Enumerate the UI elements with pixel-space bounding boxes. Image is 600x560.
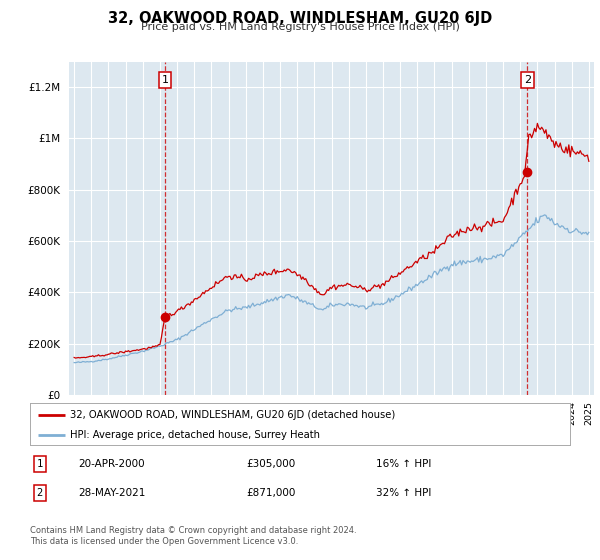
Text: Price paid vs. HM Land Registry's House Price Index (HPI): Price paid vs. HM Land Registry's House … bbox=[140, 22, 460, 32]
Text: 32% ↑ HPI: 32% ↑ HPI bbox=[376, 488, 431, 498]
Text: 2: 2 bbox=[524, 75, 531, 85]
Text: 1: 1 bbox=[161, 75, 169, 85]
Text: 32, OAKWOOD ROAD, WINDLESHAM, GU20 6JD: 32, OAKWOOD ROAD, WINDLESHAM, GU20 6JD bbox=[108, 11, 492, 26]
Text: 32, OAKWOOD ROAD, WINDLESHAM, GU20 6JD (detached house): 32, OAKWOOD ROAD, WINDLESHAM, GU20 6JD (… bbox=[71, 410, 396, 420]
Text: 20-APR-2000: 20-APR-2000 bbox=[79, 459, 145, 469]
Text: Contains HM Land Registry data © Crown copyright and database right 2024.
This d: Contains HM Land Registry data © Crown c… bbox=[30, 526, 356, 546]
Text: £305,000: £305,000 bbox=[246, 459, 295, 469]
Text: 16% ↑ HPI: 16% ↑ HPI bbox=[376, 459, 431, 469]
Text: HPI: Average price, detached house, Surrey Heath: HPI: Average price, detached house, Surr… bbox=[71, 430, 320, 440]
Text: 28-MAY-2021: 28-MAY-2021 bbox=[79, 488, 146, 498]
Text: £871,000: £871,000 bbox=[246, 488, 295, 498]
Text: 2: 2 bbox=[37, 488, 43, 498]
Text: 1: 1 bbox=[37, 459, 43, 469]
